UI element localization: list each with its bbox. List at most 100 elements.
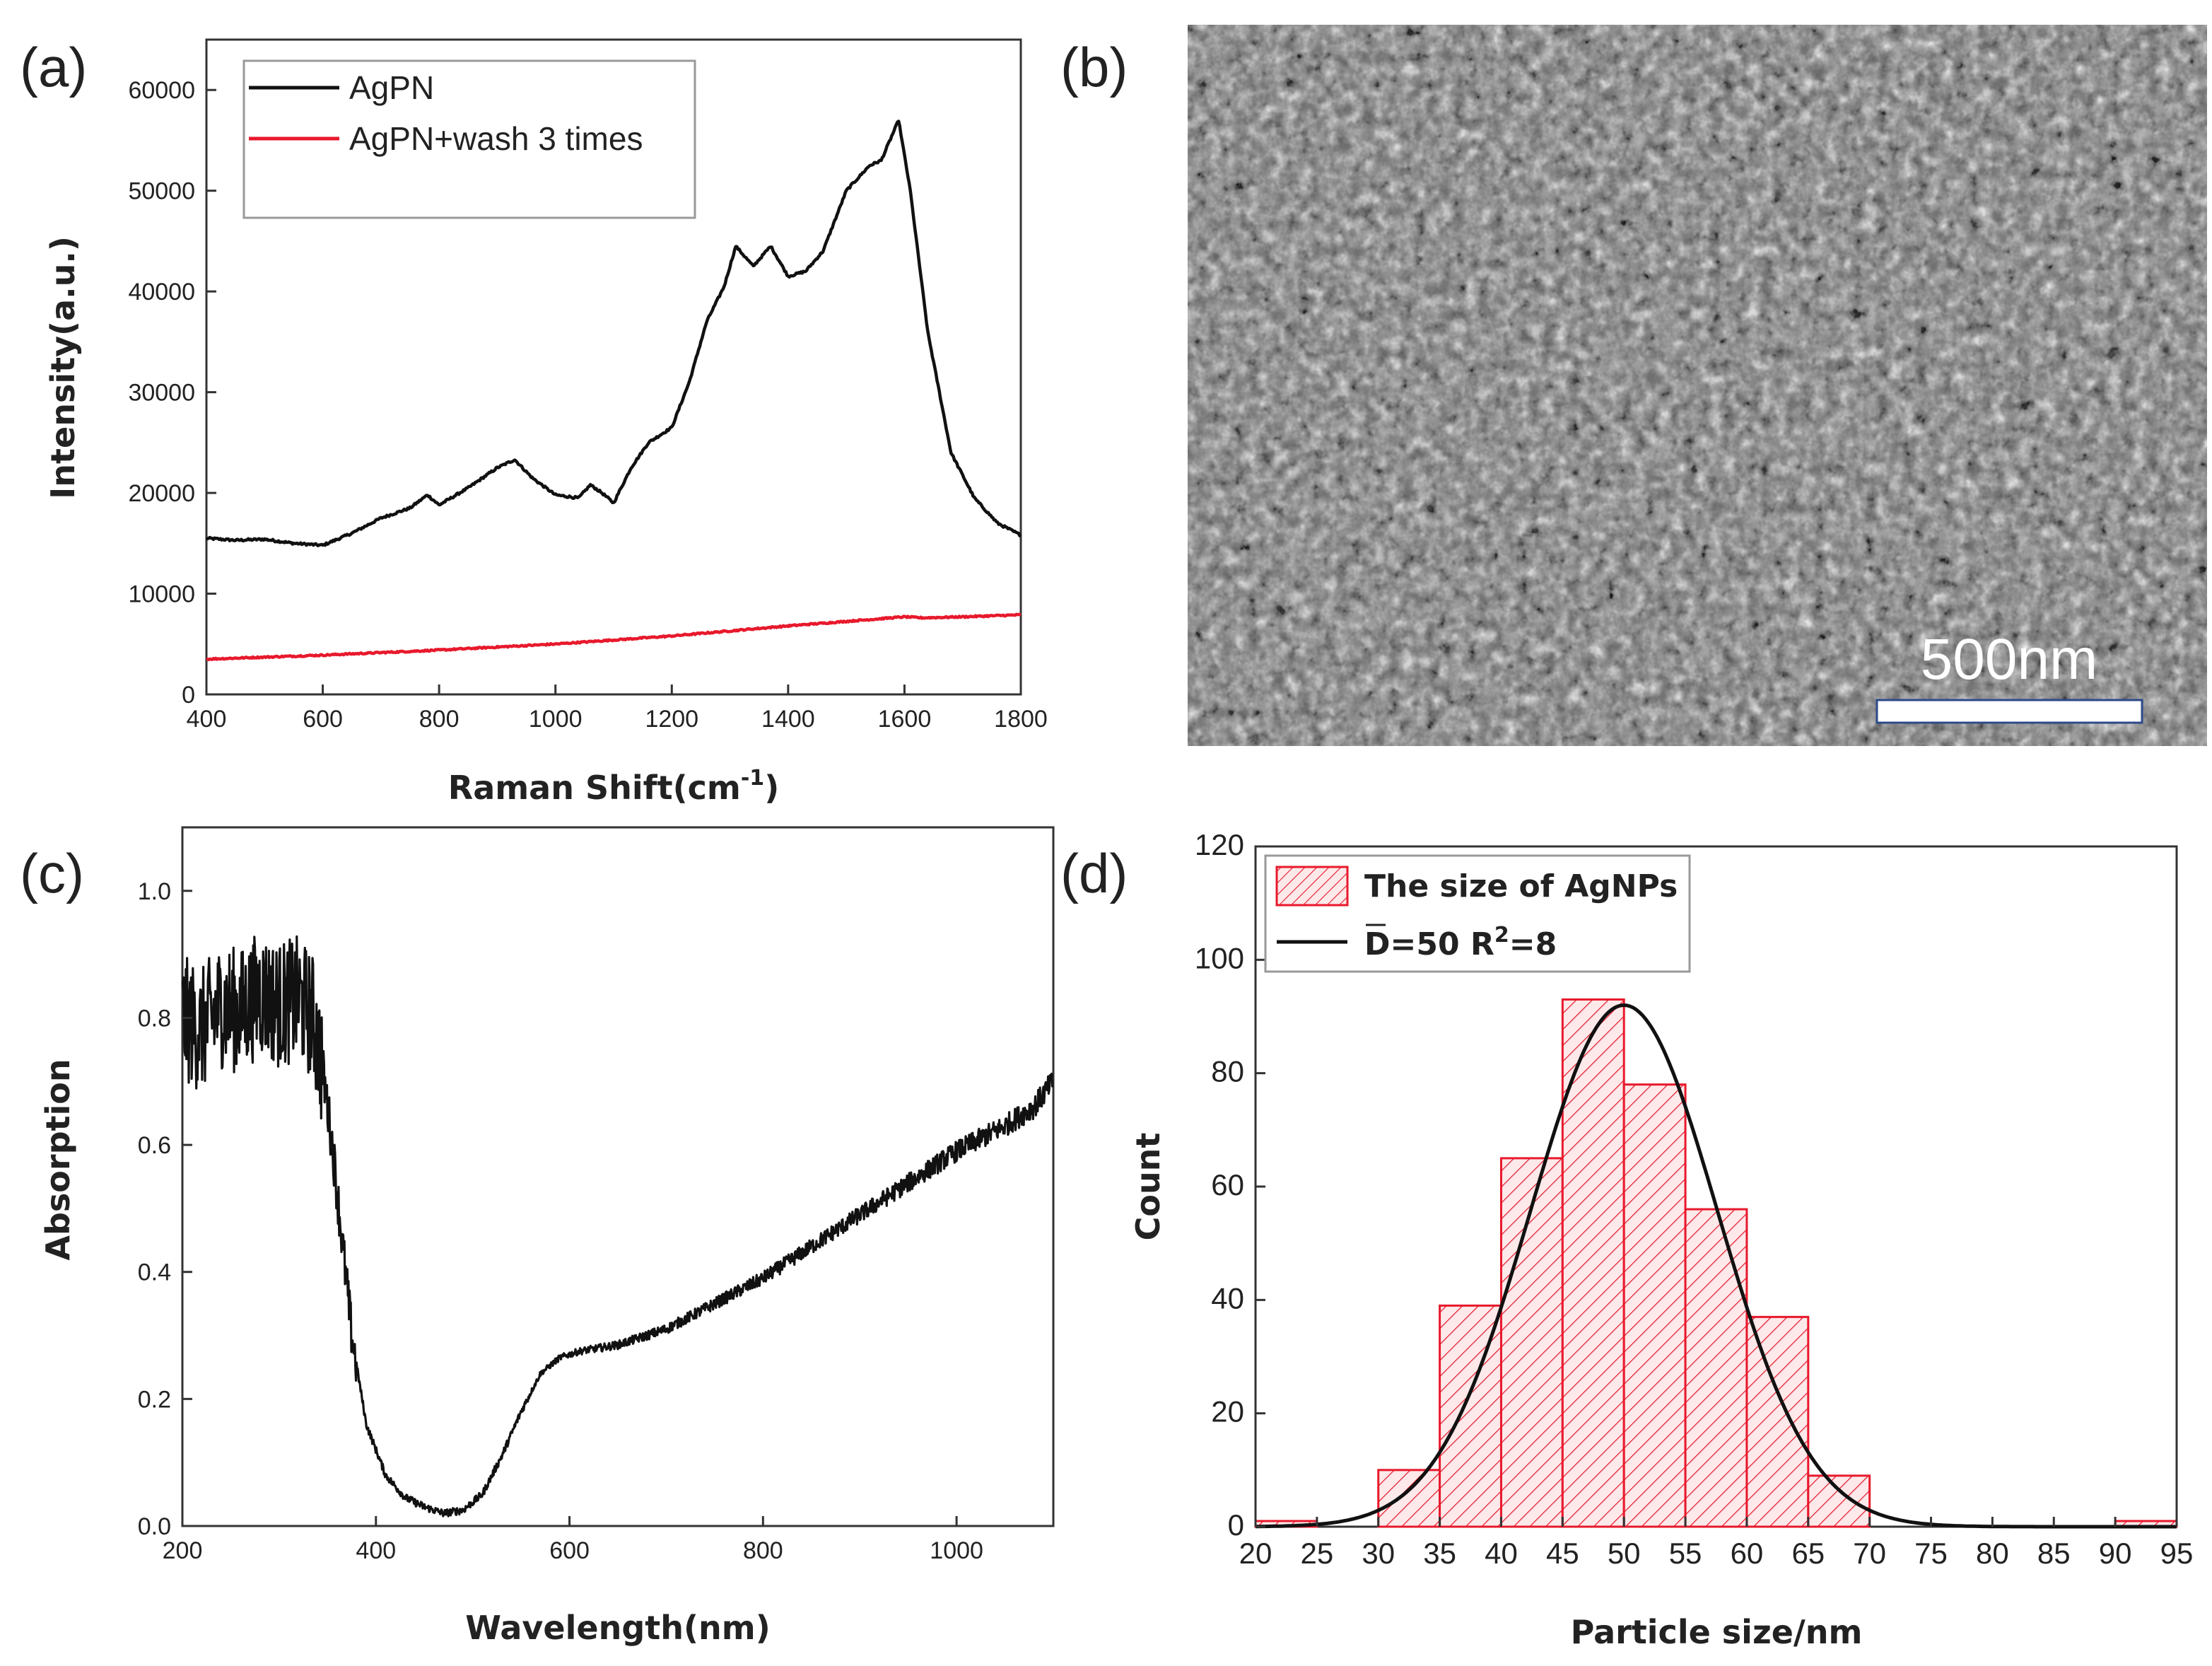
panel-d-y-tick-label: 120 [1195, 828, 1244, 861]
panel-a-x-tick-label: 600 [303, 706, 343, 733]
panel-d-x-tick-label: 70 [1853, 1537, 1886, 1570]
panel-a-legend: AgPN AgPN+wash 3 times [242, 59, 696, 219]
panel-d-x-tick-label: 60 [1731, 1537, 1764, 1570]
panel-a-y-tick-label: 10000 [128, 581, 195, 608]
panel-a-legend-entry-washed: AgPN+wash 3 times [349, 120, 643, 157]
panel-b-sem-image: (b) 500nm [1060, 25, 2207, 746]
scale-bar [1875, 699, 2143, 724]
panel-d-legend-swatch-hist [1275, 866, 1349, 907]
panel-d-size-histogram: (d) 20 25 30 35 40 45 50 55 60 65 70 75 80 85 90 95 020… [1060, 828, 2193, 1651]
panel-a-y-ticks: 0 10000 20000 30000 40000 50000 60000 [128, 77, 216, 709]
panel-c-y-tick-label: 0.8 [138, 1005, 171, 1032]
panel-a-x-tick-label: 1400 [761, 706, 815, 733]
panel-a-y-tick-label: 50000 [128, 178, 195, 205]
panel-a-x-tick-label: 1800 [994, 706, 1048, 733]
panel-a-y-axis-label: Intensity(a.u.) [44, 236, 82, 499]
panel-c-x-tick-label: 400 [356, 1537, 396, 1564]
panel-d-x-tick-label: 40 [1485, 1537, 1518, 1570]
panel-d-y-tick-label: 80 [1211, 1055, 1244, 1088]
panel-d-legend-fit-tail: =8 [1509, 926, 1557, 962]
histogram-bar [1807, 1474, 1871, 1528]
scale-bar-label: 500nm [1921, 627, 2098, 692]
panel-d-x-tick-label: 35 [1423, 1537, 1456, 1570]
histogram-bar [1684, 1208, 1748, 1528]
panel-a-y-tick-label: 0 [182, 682, 195, 709]
panel-a-x-axis-label-superscript: -1 [741, 766, 764, 791]
histogram-bar [1745, 1315, 1810, 1528]
panel-a-y-tick-label: 60000 [128, 77, 195, 104]
panel-d-x-tick-label: 95 [2160, 1537, 2194, 1570]
panel-a-y-tick-label: 40000 [128, 279, 195, 305]
panel-c-plot-frame [181, 826, 1055, 1527]
panel-d-x-tick-label: 45 [1546, 1537, 1579, 1570]
panel-d-x-tick-label: 65 [1791, 1537, 1825, 1570]
panel-d-legend-entry-fit: D=50 R2=8 [1364, 923, 1557, 962]
panel-d-x-tick-label: 20 [1239, 1537, 1272, 1570]
panel-c-y-tick-label: 0.6 [138, 1132, 171, 1159]
series-line-agpn [205, 120, 1022, 547]
panel-a-x-tick-label: 400 [187, 706, 227, 733]
panel-d-fit-layer [1256, 1003, 2177, 1529]
panel-a-plot-frame [205, 38, 1022, 696]
panel-d-x-tick-label: 80 [1976, 1537, 2009, 1570]
panel-d-y-tick-label: 40 [1211, 1281, 1244, 1315]
panel-d-y-tick-label: 0 [1228, 1508, 1244, 1542]
panel-d-x-ticks: 20 25 30 35 40 45 50 55 60 65 70 75 80 85 90 95 [1239, 1517, 2194, 1570]
panel-d-legend-fit-main: D=50 R [1364, 926, 1494, 962]
panel-a-x-tick-label: 1600 [878, 706, 932, 733]
panel-c-y-tick-label: 1.0 [138, 878, 171, 905]
panel-d-bars-layer [1254, 998, 2178, 1528]
panel-d-legend-box [1264, 854, 1691, 973]
histogram-bar [1377, 1469, 1441, 1528]
panel-a-y-tick-label: 30000 [128, 380, 195, 407]
histogram-bar [1622, 1083, 1687, 1528]
panel-c-y-tick-label: 0.2 [138, 1386, 171, 1413]
panel-d-x-tick-label: 30 [1362, 1537, 1395, 1570]
panel-c-y-axis-label: Absorption [39, 1059, 77, 1260]
panel-d-x-tick-label: 50 [1608, 1537, 1641, 1570]
gaussian-fit-curve [1256, 1003, 2177, 1529]
panel-a-x-tick-label: 1000 [529, 706, 583, 733]
panel-d-legend-entry-hist: The size of AgNPs [1364, 868, 1678, 904]
panel-b-label: (b) [1060, 36, 1128, 98]
panel-d-x-axis-label: Particle size/nm [1571, 1613, 1863, 1651]
panel-d-y-tick-label: 60 [1211, 1168, 1244, 1201]
panel-d-x-tick-label: 75 [1914, 1537, 1948, 1570]
series-line-agpn-washed [206, 612, 1022, 662]
panel-c-x-tick-label: 800 [743, 1537, 783, 1564]
panel-c-absorption-chart: (c) 200 400 600 800 1000 0.00.20.40.60.81.0 … [20, 826, 1055, 1647]
panel-c-label: (c) [20, 842, 84, 904]
panel-c-x-axis-label: Wavelength(nm) [465, 1609, 770, 1647]
panel-a-x-tick-label: 1200 [645, 706, 698, 733]
panel-c-x-tick-label: 200 [163, 1537, 203, 1564]
panel-d-y-tick-label: 20 [1211, 1395, 1244, 1428]
panel-c-y-ticks: 0.0 0.2 0.4 0.6 0.8 1.0 [138, 878, 192, 1540]
panel-a-x-axis-label: Raman Shift(cm-1) [448, 766, 779, 807]
panel-d-y-ticks: 0 20 40 60 80 100 120 [1195, 828, 1265, 1542]
panel-d-x-tick-label: 55 [1669, 1537, 1702, 1570]
panel-c-y-tick-label: 0.4 [138, 1259, 171, 1286]
panel-c-x-tick-label: 600 [549, 1537, 590, 1564]
panel-a-series-layer [205, 120, 1022, 662]
panel-a-label: (a) [20, 36, 87, 98]
panel-d-x-tick-label: 90 [2099, 1537, 2132, 1570]
sem-particle-texture [1188, 25, 2207, 746]
panel-a-x-tick-label: 800 [419, 706, 460, 733]
series-line-absorption [181, 935, 1054, 1518]
histogram-bar [1499, 1157, 1564, 1528]
panel-a-raman-chart: (a) 400 600 800 1000 1200 1400 1600 1800 0 10000… [20, 36, 1048, 807]
histogram-bar [1561, 998, 1625, 1528]
panel-d-x-tick-label: 25 [1301, 1537, 1334, 1570]
panel-a-y-tick-label: 20000 [128, 480, 195, 507]
panel-c-series-layer [181, 935, 1054, 1518]
panel-d-x-tick-label: 85 [2037, 1537, 2071, 1570]
panel-d-y-tick-label: 100 [1195, 941, 1244, 974]
panel-d-y-axis-label: Count [1129, 1133, 1167, 1241]
panel-c-x-ticks: 200 400 600 800 1000 [163, 1516, 983, 1564]
panel-d-legend-fit-superscript: 2 [1494, 923, 1509, 948]
panel-c-x-tick-label: 1000 [930, 1537, 983, 1564]
panel-d-legend: The size of AgNPs D=50 R2=8 [1264, 854, 1691, 973]
panel-d-label: (d) [1060, 842, 1128, 904]
panel-a-x-axis-label-tail: ) [764, 769, 779, 807]
